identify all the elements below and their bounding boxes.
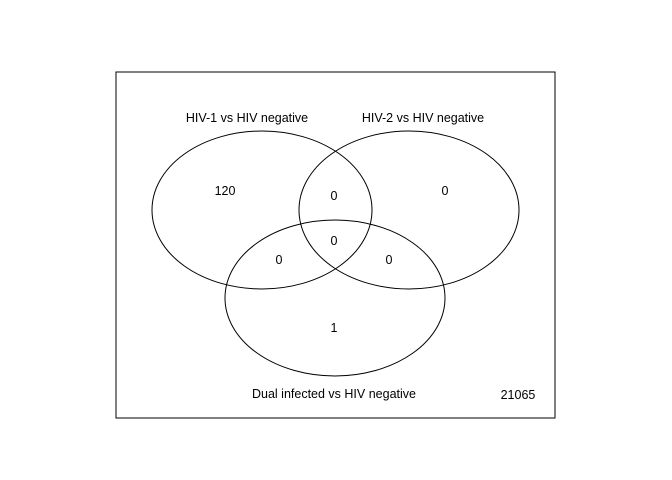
region-ab-only: 0 — [331, 189, 338, 203]
set-b-label: HIV-2 vs HIV negative — [362, 111, 484, 125]
set-a-label: HIV-1 vs HIV negative — [186, 111, 308, 125]
region-c-only: 1 — [331, 321, 338, 335]
region-ac-only: 0 — [276, 253, 283, 267]
region-abc: 0 — [331, 234, 338, 248]
set-a-ellipse — [151, 130, 373, 290]
plot-frame — [115, 71, 556, 419]
outside-count: 21065 — [501, 388, 536, 402]
set-c-ellipse — [224, 219, 446, 377]
set-b-ellipse — [298, 130, 520, 290]
region-a-only: 120 — [215, 184, 236, 198]
region-b-only: 0 — [442, 184, 449, 198]
region-bc-only: 0 — [386, 253, 393, 267]
set-c-label: Dual infected vs HIV negative — [252, 387, 416, 401]
